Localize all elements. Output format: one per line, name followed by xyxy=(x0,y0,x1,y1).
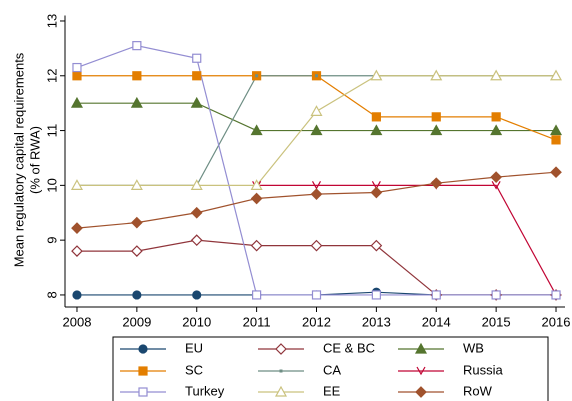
marker xyxy=(72,290,82,300)
marker xyxy=(132,71,142,81)
marker xyxy=(370,69,383,81)
series-line xyxy=(76,45,557,296)
marker xyxy=(71,245,83,257)
y-tick-label: 11 xyxy=(44,124,59,138)
marker xyxy=(131,245,143,257)
x-tick-label: 2015 xyxy=(482,314,511,329)
marker xyxy=(132,41,142,51)
marker xyxy=(131,216,143,229)
y-axis-label: Mean regulatory capital requirements xyxy=(11,52,26,267)
x-tick-label: 2010 xyxy=(182,314,211,329)
marker xyxy=(132,290,142,300)
marker xyxy=(430,69,443,81)
x-tick-label: 2009 xyxy=(122,314,151,329)
marker xyxy=(190,234,203,247)
marker xyxy=(371,290,381,300)
marker xyxy=(310,239,323,252)
marker xyxy=(491,181,501,190)
marker xyxy=(190,96,203,108)
marker xyxy=(414,342,428,354)
marker xyxy=(138,366,148,376)
legend-label: EE xyxy=(323,383,341,398)
marker xyxy=(250,124,263,136)
marker xyxy=(370,124,383,136)
x-tick-label: 2012 xyxy=(302,314,331,329)
x-tick-label: 2016 xyxy=(542,314,571,329)
marker xyxy=(190,179,203,190)
marker xyxy=(416,366,426,376)
marker xyxy=(550,166,562,179)
marker xyxy=(71,222,83,234)
y-tick-label: 9 xyxy=(44,237,59,244)
marker xyxy=(138,344,148,354)
legend-label: WB xyxy=(463,340,484,355)
marker xyxy=(130,179,143,190)
legend-label: CA xyxy=(323,362,341,377)
marker xyxy=(250,179,263,190)
marker xyxy=(138,387,148,397)
marker xyxy=(252,290,262,300)
marker xyxy=(490,124,503,136)
marker xyxy=(490,171,502,183)
marker xyxy=(130,96,143,108)
marker xyxy=(551,135,561,145)
marker xyxy=(311,290,322,300)
legend-label: EU xyxy=(185,340,203,355)
marker xyxy=(310,188,323,200)
x-tick-label: 2013 xyxy=(362,314,391,329)
marker xyxy=(274,385,288,397)
marker xyxy=(70,96,83,108)
marker xyxy=(431,290,441,300)
marker xyxy=(430,177,443,190)
y-axis-label: (% of RWA) xyxy=(27,126,42,194)
marker xyxy=(430,124,443,136)
legend-label: Turkey xyxy=(185,383,225,398)
marker xyxy=(275,343,287,355)
marker xyxy=(190,206,203,219)
marker xyxy=(370,239,383,252)
marker xyxy=(370,186,383,199)
marker xyxy=(415,386,427,398)
y-tick-label: 8 xyxy=(44,291,59,298)
marker xyxy=(192,71,202,81)
series-line xyxy=(256,184,557,296)
marker xyxy=(491,112,501,122)
legend-label: SC xyxy=(185,362,203,377)
marker xyxy=(250,239,263,252)
marker xyxy=(192,290,202,300)
y-tick-label: 12 xyxy=(44,69,59,83)
marker xyxy=(549,124,563,136)
marker xyxy=(250,192,263,205)
marker xyxy=(549,69,563,81)
marker xyxy=(491,290,501,300)
marker xyxy=(70,179,83,190)
marker xyxy=(551,290,561,300)
y-tick-label: 13 xyxy=(44,14,59,28)
marker xyxy=(192,53,202,63)
x-tick-label: 2011 xyxy=(243,314,271,329)
x-tick-label: 2008 xyxy=(63,314,92,329)
x-tick-label: 2014 xyxy=(422,314,451,329)
marker xyxy=(310,124,323,136)
marker xyxy=(310,105,323,116)
marker xyxy=(255,74,259,78)
series-line xyxy=(76,171,557,229)
marker xyxy=(314,74,318,78)
marker xyxy=(279,369,283,373)
marker xyxy=(431,112,441,122)
marker xyxy=(72,71,82,81)
marker xyxy=(72,62,82,73)
legend-box xyxy=(112,336,549,401)
legend-label: RoW xyxy=(463,383,493,398)
marker xyxy=(490,69,503,81)
marker xyxy=(371,112,381,122)
y-tick-label: 10 xyxy=(44,178,59,192)
legend-label: CE & BC xyxy=(323,340,375,355)
legend-label: Russia xyxy=(463,362,504,377)
